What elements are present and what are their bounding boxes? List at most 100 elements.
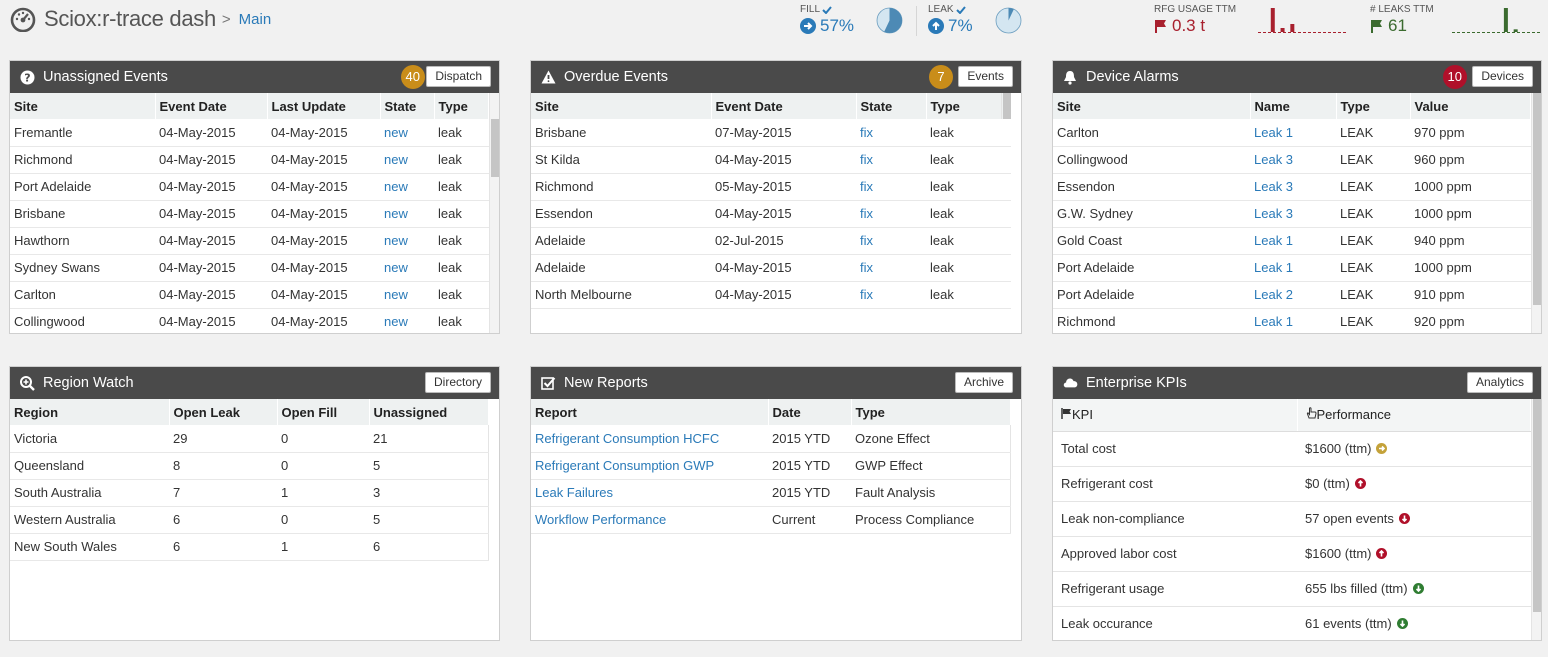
kpi-row[interactable]: Refrigerant cost $0 (ttm) (1053, 466, 1531, 502)
cell-link[interactable]: Refrigerant Consumption GWP (535, 458, 715, 473)
event-row[interactable]: North Melbourne 04-May-2015 fix leak (531, 281, 1011, 309)
event-row[interactable]: Collingwood 04-May-2015 04-May-2015 new leak (10, 308, 489, 333)
cell-link[interactable]: Leak 1 (1254, 124, 1294, 140)
directory-button[interactable]: Directory (424, 372, 491, 393)
event-row[interactable]: Carlton 04-May-2015 04-May-2015 new leak (10, 281, 489, 309)
cell-link[interactable]: new (384, 206, 408, 221)
column-header[interactable]: Value (1410, 93, 1531, 119)
event-row[interactable]: Hawthorn 04-May-2015 04-May-2015 new leak (10, 227, 489, 255)
region-row[interactable]: Queensland 8 0 5 (10, 452, 489, 480)
event-row[interactable]: Essendon 04-May-2015 fix leak (531, 200, 1011, 228)
column-header[interactable]: Type (851, 399, 1011, 425)
cell-link[interactable]: Leak Failures (535, 485, 614, 500)
column-header[interactable]: Site (1053, 93, 1251, 119)
cell-link[interactable]: fix (860, 233, 873, 248)
scrollbar[interactable] (1531, 399, 1541, 640)
cell-link[interactable]: Workflow Performance (535, 512, 667, 527)
column-header[interactable]: Date (768, 399, 852, 425)
event-row[interactable]: Port Adelaide 04-May-2015 04-May-2015 new le… (10, 173, 489, 201)
column-header[interactable]: Site (531, 93, 712, 119)
column-header[interactable]: State (856, 93, 927, 119)
alarm-row[interactable]: Port Adelaide Leak 2 LEAK 910 ppm (1053, 281, 1531, 309)
column-header[interactable]: Site (10, 93, 156, 119)
cell-link[interactable]: fix (860, 206, 873, 221)
event-row[interactable]: Richmond 04-May-2015 04-May-2015 new leak (10, 146, 489, 174)
cell-link[interactable]: fix (860, 287, 873, 302)
leaks-ttm-stat[interactable]: # LEAKS TTM 61 (1370, 4, 1434, 36)
cell-link[interactable]: new (384, 260, 408, 275)
cell-link[interactable]: fix (860, 152, 873, 167)
alarm-row[interactable]: Essendon Leak 3 LEAK 1000 ppm (1053, 173, 1531, 201)
column-header[interactable]: Type (926, 93, 1011, 119)
scrollbar[interactable] (489, 93, 499, 333)
report-row[interactable]: Refrigerant Consumption GWP 2015 YTD GWP E… (531, 452, 1011, 480)
alarm-row[interactable]: Port Adelaide Leak 1 LEAK 1000 ppm (1053, 254, 1531, 282)
alarm-row[interactable]: G.W. Sydney Leak 3 LEAK 1000 ppm (1053, 200, 1531, 228)
kpi-row[interactable]: Total cost $1600 (ttm) (1053, 431, 1531, 467)
cell-link[interactable]: new (384, 152, 408, 167)
column-header[interactable]: Type (1336, 93, 1411, 119)
report-row[interactable]: Refrigerant Consumption HCFC 2015 YTD Ozon… (531, 425, 1011, 453)
scrollbar-thumb[interactable] (1533, 93, 1541, 305)
archive-button[interactable]: Archive (954, 372, 1013, 393)
alarm-row[interactable]: Carlton Leak 1 LEAK 970 ppm (1053, 119, 1531, 147)
leak-stat[interactable]: LEAK 7% (928, 4, 973, 36)
cell-link[interactable]: fix (860, 179, 873, 194)
scrollbar[interactable] (1001, 93, 1011, 119)
cell-link[interactable]: Leak 1 (1254, 314, 1294, 329)
cell-link[interactable]: Leak 1 (1254, 260, 1294, 275)
cell-link[interactable]: Leak 1 (1254, 233, 1294, 248)
scrollbar-thumb[interactable] (1533, 399, 1541, 612)
cell-link[interactable]: Leak 3 (1254, 152, 1294, 167)
cell-link[interactable]: fix (860, 124, 873, 140)
kpi-row[interactable]: Approved labor cost $1600 (ttm) (1053, 536, 1531, 572)
column-header[interactable]: Event Date (711, 93, 857, 119)
column-header[interactable]: Unassigned (369, 399, 489, 425)
region-row[interactable]: Victoria 29 0 21 (10, 425, 489, 453)
column-header[interactable]: Report (531, 399, 769, 425)
kpi-row[interactable]: Refrigerant usage 655 lbs filled (ttm) (1053, 571, 1531, 607)
column-header[interactable]: Last Update (267, 93, 381, 119)
analytics-button[interactable]: Analytics (1466, 372, 1533, 393)
kpi-row[interactable]: Leak occurance 61 events (ttm) (1053, 606, 1531, 640)
cell-link[interactable]: Leak 3 (1254, 206, 1294, 221)
report-row[interactable]: Leak Failures 2015 YTD Fault Analysis (531, 479, 1011, 507)
scrollbar-thumb[interactable] (491, 119, 499, 177)
event-row[interactable]: St Kilda 04-May-2015 fix leak (531, 146, 1011, 174)
report-row[interactable]: Workflow Performance Current Process Compl… (531, 506, 1011, 534)
column-header[interactable]: Event Date (155, 93, 268, 119)
event-row[interactable]: Fremantle 04-May-2015 04-May-2015 new leak (10, 119, 489, 147)
kpi-row[interactable]: Leak non-compliance 57 open events (1053, 501, 1531, 537)
column-header[interactable]: State (380, 93, 435, 119)
rfg-usage-stat[interactable]: RFG USAGE TTM 0.3 t (1154, 4, 1236, 36)
cell-link[interactable]: fix (860, 260, 873, 275)
alarm-row[interactable]: Gold Coast Leak 1 LEAK 940 ppm (1053, 227, 1531, 255)
event-row[interactable]: Adelaide 02-Jul-2015 fix leak (531, 227, 1011, 255)
event-row[interactable]: Brisbane 07-May-2015 fix leak (531, 119, 1011, 147)
region-row[interactable]: Western Australia 6 0 5 (10, 506, 489, 534)
column-header[interactable]: Region (10, 399, 170, 425)
breadcrumb-main[interactable]: Main (238, 10, 272, 28)
cell-link[interactable]: Refrigerant Consumption HCFC (535, 430, 720, 446)
column-header[interactable]: Open Fill (277, 399, 370, 425)
event-row[interactable]: Brisbane 04-May-2015 04-May-2015 new leak (10, 200, 489, 228)
alarm-row[interactable]: Collingwood Leak 3 LEAK 960 ppm (1053, 146, 1531, 174)
cell-link[interactable]: new (384, 314, 408, 329)
cell-link[interactable]: new (384, 179, 408, 194)
devices-button[interactable]: Devices (1472, 66, 1533, 87)
cell-link[interactable]: Leak 3 (1254, 179, 1294, 194)
alarm-row[interactable]: Richmond Leak 1 LEAK 920 ppm (1053, 308, 1531, 333)
scrollbar-thumb[interactable] (1003, 93, 1011, 119)
dispatch-button[interactable]: Dispatch (426, 66, 491, 87)
scrollbar[interactable] (1531, 93, 1541, 333)
event-row[interactable]: Adelaide 04-May-2015 fix leak (531, 254, 1011, 282)
column-header[interactable]: Name (1250, 93, 1337, 119)
cell-link[interactable]: Leak 2 (1254, 287, 1294, 302)
event-row[interactable]: Sydney Swans 04-May-2015 04-May-2015 new lea… (10, 254, 489, 282)
fill-stat[interactable]: FILL 57% (800, 4, 854, 36)
region-row[interactable]: New South Wales 6 1 6 (10, 533, 489, 561)
cell-link[interactable]: new (384, 233, 408, 248)
cell-link[interactable]: new (384, 287, 408, 302)
column-header[interactable]: Type (434, 93, 489, 119)
region-row[interactable]: South Australia 7 1 3 (10, 479, 489, 507)
